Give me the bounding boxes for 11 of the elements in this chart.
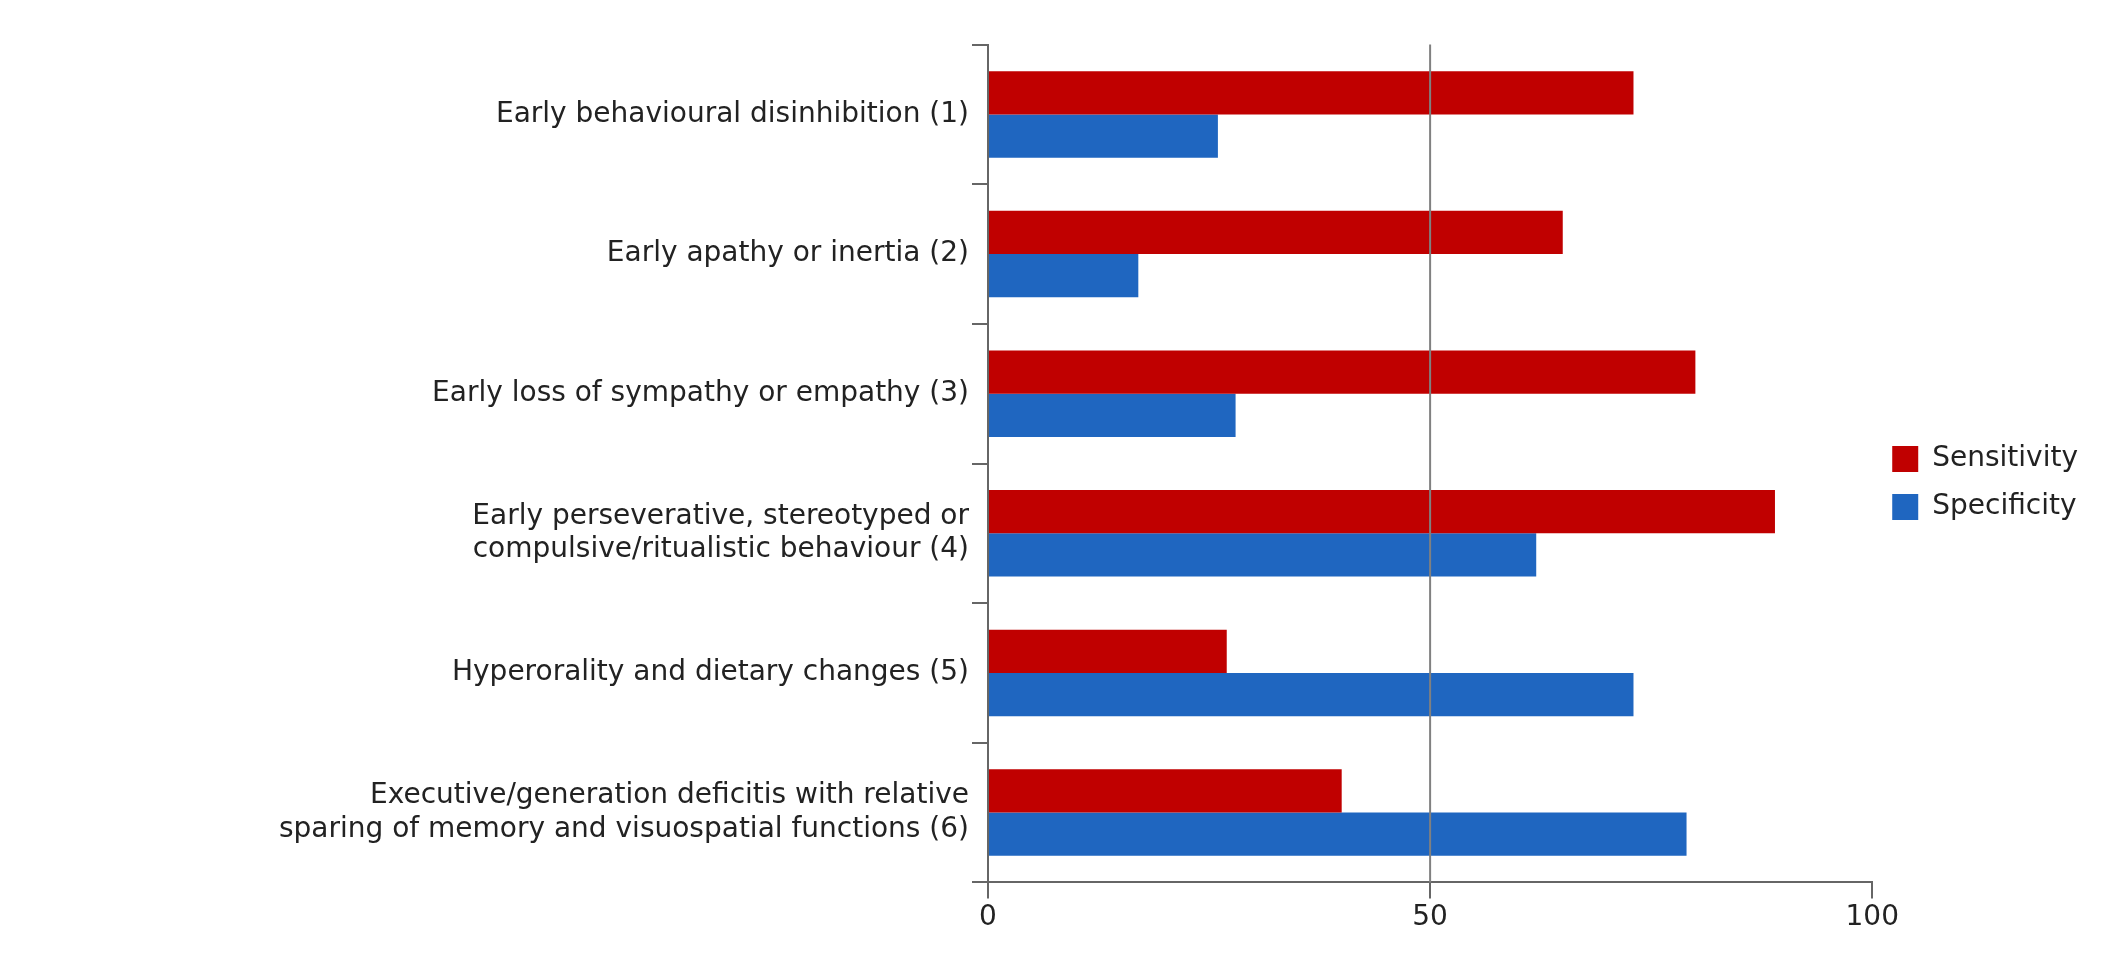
y-tick-label: Early behavioural disinhibition (1) (495, 95, 969, 129)
x-tick-label: 50 (1412, 899, 1448, 933)
legend-label: Sensitivity (1932, 440, 2079, 474)
y-tick-label: Hyperorality and dietary changes (5) (451, 654, 969, 688)
y-tick-label: Early apathy or inertia (2) (606, 235, 969, 269)
y-tick-label: Executive/generation deficitis with relative sparing of memory and visuospatial functions (6) (278, 777, 969, 844)
y-tick-label: Early loss of sympathy or empathy (3) (432, 374, 969, 408)
y-tick-label: Early perseverative, stereotyped or compulsive/ritualistic behaviour (4) (472, 497, 970, 565)
x-tick-label: 100 (1845, 899, 1899, 933)
x-tick-label: 0 (979, 899, 997, 933)
legend-label: Specificity (1932, 488, 2077, 522)
